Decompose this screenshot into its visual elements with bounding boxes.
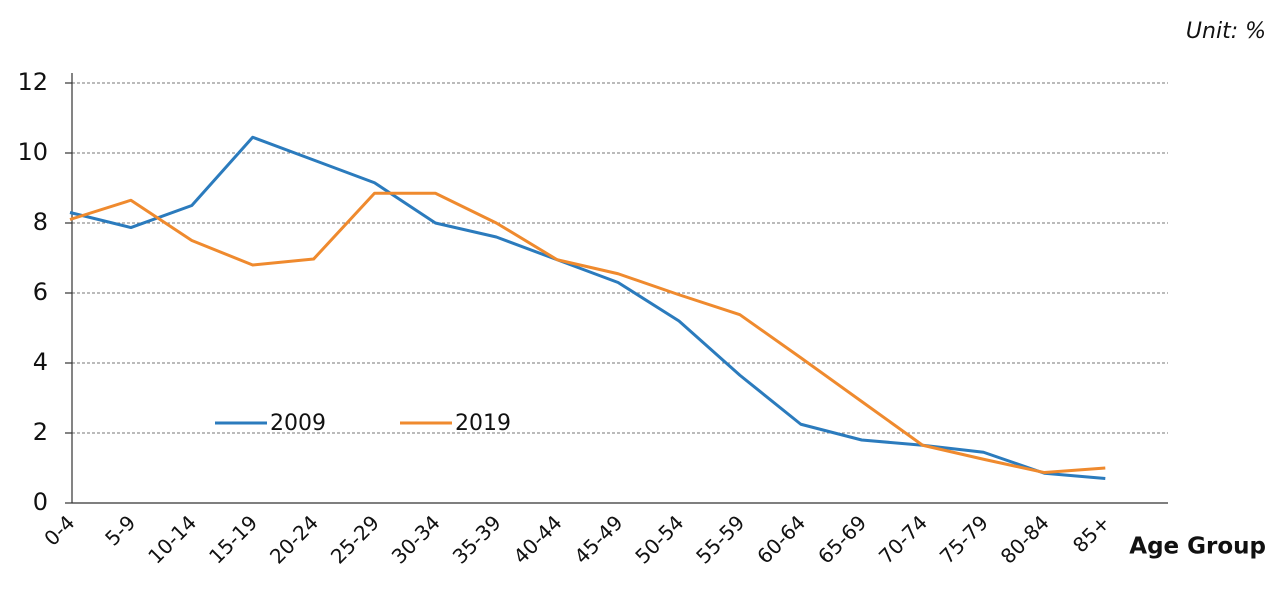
y-tick-label: 2 <box>33 418 48 446</box>
x-tick-label: 80-84 <box>996 510 1054 568</box>
y-tick-label: 12 <box>17 68 48 96</box>
x-tick-label: 35-39 <box>448 510 506 568</box>
x-tick-label: 75-79 <box>935 510 993 568</box>
y-tick-label: 6 <box>33 278 48 306</box>
legend-label: 2009 <box>270 411 326 436</box>
series-line <box>69 191 1106 475</box>
x-axis-label: Age Group <box>1129 534 1266 560</box>
x-tick-label: 85+ <box>1068 510 1115 557</box>
y-tick-label: 8 <box>33 208 48 236</box>
legend-label: 2019 <box>455 411 511 436</box>
y-tick-label: 4 <box>33 348 48 376</box>
y-tick-label: 10 <box>17 138 48 166</box>
x-tick-label: 40-44 <box>509 510 567 568</box>
x-tick-label: 30-34 <box>387 510 445 568</box>
x-tick-label: 70-74 <box>874 510 932 568</box>
x-tick-label: 50-54 <box>630 510 688 568</box>
x-tick-label: 60-64 <box>752 510 810 568</box>
y-tick-label: 0 <box>33 488 48 516</box>
x-tick-label: 15-19 <box>204 510 262 568</box>
x-tick-label: 25-29 <box>326 510 384 568</box>
x-tick-label: 5-9 <box>100 510 140 550</box>
x-tick-label: 20-24 <box>265 510 323 568</box>
x-tick-label: 0-4 <box>39 510 79 550</box>
x-tick-label: 45-49 <box>569 510 627 568</box>
unit-label: Unit: % <box>1186 19 1266 44</box>
x-tick-label: 10-14 <box>143 510 201 568</box>
x-tick-label: 65-69 <box>813 510 871 568</box>
x-tick-label: 55-59 <box>691 510 749 568</box>
series-line <box>69 135 1106 480</box>
